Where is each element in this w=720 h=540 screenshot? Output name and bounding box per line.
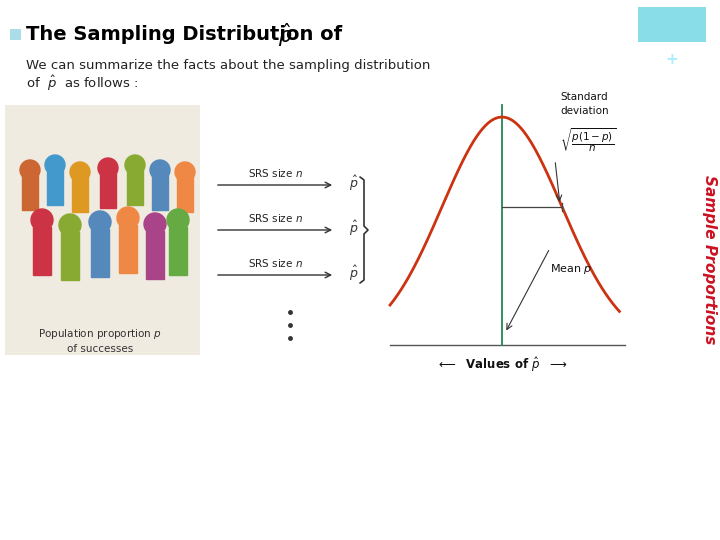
Bar [10,29,21,40]
Text: Mean $p$: Mean $p$ [550,262,593,276]
Bar [22,175,38,210]
Text: SRS size $n$: SRS size $n$ [248,167,302,179]
Text: Population proportion $p$
of successes: Population proportion $p$ of successes [38,327,162,354]
Bar [47,170,63,205]
Circle shape [144,213,166,235]
Bar [177,177,193,212]
Circle shape [167,209,189,231]
Circle shape [20,160,40,180]
Text: of  $\hat{p}$  as follows :: of $\hat{p}$ as follows : [26,73,138,92]
Text: $\hat{p}$: $\hat{p}$ [349,219,359,238]
Circle shape [31,209,53,231]
Bar [127,170,143,205]
Bar [638,7,706,42]
Bar [5,105,200,355]
Circle shape [45,155,65,175]
Bar [61,232,79,280]
Text: Sample Proportions: Sample Proportions [703,176,718,345]
Circle shape [125,155,145,175]
Bar [152,175,168,210]
Text: $\hat{p}$: $\hat{p}$ [349,173,359,193]
Bar [91,229,109,277]
Bar [72,177,88,212]
Bar [119,225,137,273]
Text: SRS size $n$: SRS size $n$ [248,257,302,269]
Circle shape [70,162,90,182]
Text: $\hat{p}$: $\hat{p}$ [349,264,359,282]
Text: +: + [665,52,678,67]
Text: $\longleftarrow$  Values of $\hat{p}$  $\longrightarrow$: $\longleftarrow$ Values of $\hat{p}$ $\l… [436,355,568,374]
Bar [169,227,187,275]
Circle shape [150,160,170,180]
Circle shape [117,207,139,229]
Text: Standard
deviation
$\sqrt{\dfrac{p(1-p)}{n}}$: Standard deviation $\sqrt{\dfrac{p(1-p)}… [560,92,616,155]
Text: We can summarize the facts about the sampling distribution: We can summarize the facts about the sam… [26,59,431,72]
Circle shape [59,214,81,236]
Circle shape [175,162,195,182]
Circle shape [98,158,118,178]
Bar [33,227,51,275]
Text: $\hat{p}$: $\hat{p}$ [278,21,292,49]
Text: SRS size $n$: SRS size $n$ [248,212,302,224]
Bar [100,173,116,208]
Text: The Sampling Distribution of: The Sampling Distribution of [26,25,349,44]
Circle shape [89,211,111,233]
Bar [146,231,164,279]
